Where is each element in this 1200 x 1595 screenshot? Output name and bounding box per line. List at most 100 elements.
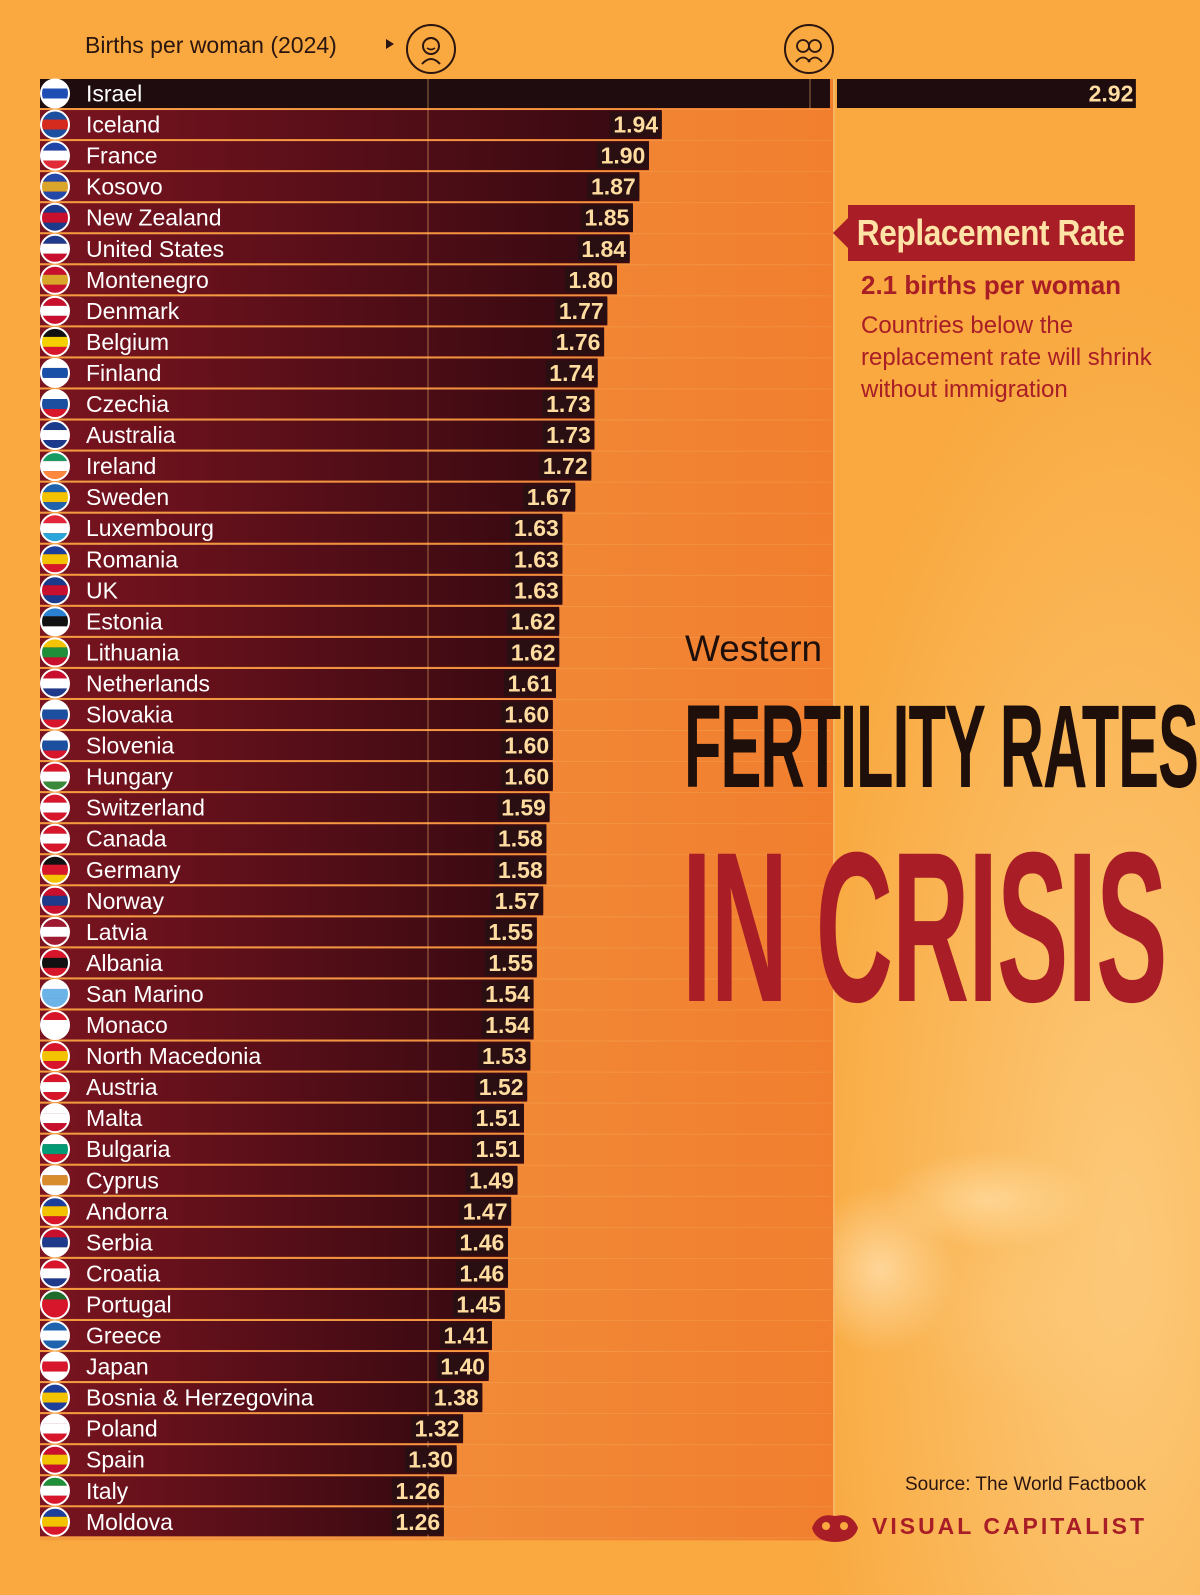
value-label: 1.77 bbox=[559, 298, 604, 324]
bar-22 bbox=[40, 762, 553, 792]
country-label: Sweden bbox=[86, 484, 169, 510]
flag-kosovo-icon bbox=[40, 171, 70, 202]
flag-slovakia-icon bbox=[40, 699, 70, 730]
value-label-box bbox=[555, 298, 608, 324]
value-label: 1.94 bbox=[613, 112, 658, 138]
bar-37 bbox=[40, 1227, 508, 1257]
country-label: Hungary bbox=[86, 764, 173, 790]
bar-23 bbox=[40, 793, 550, 823]
bar-33 bbox=[40, 1103, 524, 1133]
child-icon bbox=[406, 24, 456, 74]
value-label-box bbox=[523, 484, 576, 510]
value-label-box bbox=[484, 950, 537, 976]
flag-poland-icon bbox=[40, 1413, 70, 1444]
bar-16 bbox=[40, 575, 563, 605]
flag-iceland-icon bbox=[40, 109, 70, 140]
value-label-box bbox=[459, 1198, 512, 1224]
flag-uk-icon bbox=[40, 575, 70, 606]
flag-united-states-icon bbox=[40, 233, 70, 264]
replacement-rate-pointer bbox=[833, 218, 848, 248]
value-label: 1.55 bbox=[488, 950, 533, 976]
value-label-box bbox=[497, 795, 550, 821]
flag-canada-icon bbox=[40, 823, 70, 854]
value-label: 1.58 bbox=[498, 857, 543, 883]
value-label-box bbox=[542, 391, 595, 417]
country-label: Netherlands bbox=[86, 670, 210, 696]
value-label-box bbox=[539, 453, 592, 479]
country-label: Ireland bbox=[86, 453, 156, 479]
bar-39 bbox=[40, 1289, 505, 1319]
value-label: 1.90 bbox=[601, 143, 646, 169]
flag-andorra-icon bbox=[40, 1196, 70, 1227]
value-label: 1.54 bbox=[485, 981, 530, 1007]
flag-czechia-icon bbox=[40, 389, 70, 419]
country-label: Israel bbox=[86, 81, 142, 107]
country-label: San Marino bbox=[86, 981, 204, 1007]
flag-montenegro-icon bbox=[40, 264, 70, 295]
country-label: United States bbox=[86, 236, 224, 262]
value-label: 1.72 bbox=[543, 453, 588, 479]
value-label-box bbox=[465, 1167, 518, 1193]
country-label: Iceland bbox=[86, 112, 160, 138]
bar-36 bbox=[40, 1196, 512, 1226]
value-label-box bbox=[471, 1136, 524, 1162]
bar-43 bbox=[40, 1414, 464, 1444]
country-label: UK bbox=[86, 577, 119, 603]
flag-portugal-icon bbox=[40, 1289, 70, 1320]
flag-germany-icon bbox=[40, 854, 70, 885]
bar-0 bbox=[40, 79, 830, 108]
country-label: New Zealand bbox=[86, 205, 222, 231]
country-label: Albania bbox=[86, 950, 163, 976]
value-label: 1.87 bbox=[591, 174, 636, 200]
value-label-box bbox=[552, 329, 605, 355]
flag-israel-icon bbox=[40, 78, 70, 109]
value-label-box bbox=[500, 702, 553, 727]
country-label: Serbia bbox=[86, 1229, 153, 1255]
value-label: 1.53 bbox=[482, 1043, 527, 1069]
value-label-box bbox=[507, 639, 560, 665]
country-label: Kosovo bbox=[86, 174, 163, 200]
value-label: 1.85 bbox=[585, 205, 630, 231]
value-label-box bbox=[481, 1012, 534, 1038]
value-label-box bbox=[500, 733, 553, 759]
flag-moldova-icon bbox=[40, 1506, 70, 1537]
value-label: 2.92 bbox=[1089, 81, 1134, 107]
bar-6 bbox=[40, 265, 617, 295]
bar-29 bbox=[40, 979, 534, 1009]
country-label: Slovenia bbox=[86, 733, 174, 759]
value-label-box bbox=[391, 1509, 444, 1535]
value-label: 1.46 bbox=[460, 1229, 505, 1255]
value-label-box bbox=[484, 919, 537, 945]
bar-24 bbox=[40, 824, 547, 854]
bar-9 bbox=[40, 358, 598, 388]
value-label-box bbox=[411, 1416, 464, 1442]
bar-8 bbox=[40, 327, 605, 357]
flag-lithuania-icon bbox=[40, 637, 70, 668]
country-label: Luxembourg bbox=[86, 515, 214, 541]
bar-2 bbox=[40, 141, 649, 171]
country-label: Norway bbox=[86, 888, 164, 914]
value-label-box bbox=[494, 857, 547, 883]
flag-cyprus-icon bbox=[40, 1165, 70, 1196]
country-label: Spain bbox=[86, 1447, 145, 1473]
bar-34 bbox=[40, 1134, 524, 1164]
value-label-box bbox=[542, 422, 595, 448]
bar-46 bbox=[40, 1507, 444, 1537]
flag-latvia-icon bbox=[40, 916, 70, 947]
value-label: 1.52 bbox=[479, 1074, 524, 1100]
flag-denmark-icon bbox=[40, 295, 70, 326]
country-label: Canada bbox=[86, 826, 167, 852]
flag-monaco-icon bbox=[40, 1010, 70, 1040]
value-label-box bbox=[580, 205, 633, 231]
value-label-box bbox=[475, 1074, 528, 1100]
flag-belgium-icon bbox=[40, 326, 70, 357]
value-label-box bbox=[596, 143, 649, 169]
value-label-box bbox=[577, 236, 630, 262]
country-label: Estonia bbox=[86, 608, 163, 634]
flag-croatia-icon bbox=[40, 1258, 70, 1289]
value-label: 1.38 bbox=[434, 1385, 479, 1411]
value-label-box bbox=[564, 267, 617, 293]
country-label: Latvia bbox=[86, 919, 148, 945]
value-label-box bbox=[609, 112, 662, 138]
bar-10 bbox=[40, 389, 595, 419]
